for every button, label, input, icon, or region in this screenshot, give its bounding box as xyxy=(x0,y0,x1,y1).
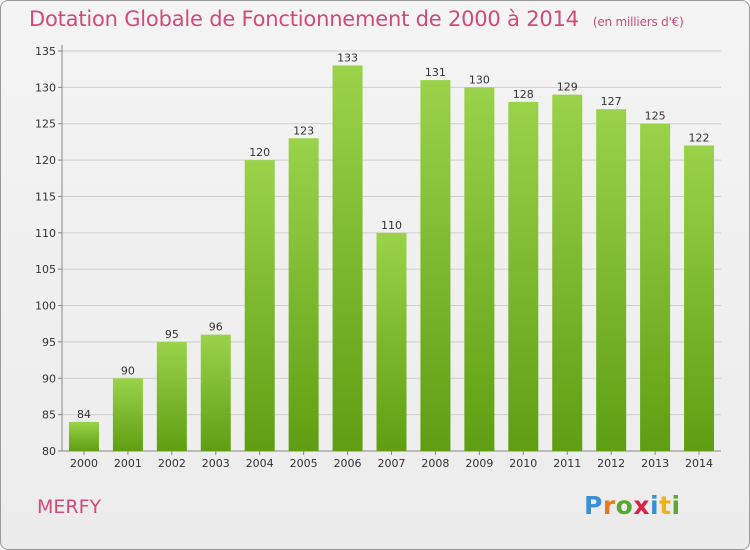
data-label: 130 xyxy=(469,73,490,86)
data-label: 95 xyxy=(165,328,179,341)
bar xyxy=(112,378,143,451)
x-tick-label: 2006 xyxy=(334,457,362,470)
bar xyxy=(552,94,583,452)
data-label: 122 xyxy=(689,132,710,145)
data-label: 90 xyxy=(121,364,135,377)
y-tick-label: 115 xyxy=(35,190,56,203)
data-label: 84 xyxy=(77,408,91,421)
x-tick-label: 2009 xyxy=(465,457,493,470)
x-tick-label: 2011 xyxy=(553,457,581,470)
bar xyxy=(596,109,627,451)
data-label: 96 xyxy=(209,321,223,334)
bar xyxy=(244,160,275,451)
bar xyxy=(288,138,319,452)
logo-letter: i xyxy=(650,491,660,520)
x-tick-label: 2007 xyxy=(378,457,406,470)
y-tick-label: 100 xyxy=(35,300,56,313)
bar xyxy=(68,421,99,451)
bar xyxy=(420,80,451,451)
data-label: 128 xyxy=(513,88,534,101)
y-tick-label: 105 xyxy=(35,263,56,276)
y-tick-label: 95 xyxy=(42,336,56,349)
bar xyxy=(640,123,671,452)
x-tick-label: 2010 xyxy=(509,457,537,470)
logo-letter: r xyxy=(602,491,616,520)
y-tick-label: 130 xyxy=(35,81,56,94)
logo-letter: x xyxy=(633,491,650,520)
logo-letter: o xyxy=(615,491,634,520)
bar xyxy=(464,87,495,451)
data-label: 133 xyxy=(337,52,358,65)
bar xyxy=(376,232,407,451)
logo-letter: i xyxy=(671,491,681,520)
logo-letter: t xyxy=(659,491,672,520)
x-tick-label: 2014 xyxy=(685,457,713,470)
x-tick-label: 2013 xyxy=(641,457,669,470)
unit-label: (en milliers d'€) xyxy=(592,15,684,29)
data-label: 129 xyxy=(557,81,578,94)
y-tick-label: 120 xyxy=(35,154,56,167)
bar xyxy=(332,65,363,451)
y-tick-label: 125 xyxy=(35,118,56,131)
data-label: 110 xyxy=(381,219,402,232)
bar xyxy=(200,334,231,451)
x-tick-label: 2005 xyxy=(290,457,318,470)
x-tick-label: 2012 xyxy=(597,457,625,470)
commune-name: MERFY xyxy=(37,496,102,518)
data-label: 123 xyxy=(293,124,314,137)
y-tick-label: 85 xyxy=(42,409,56,422)
bar xyxy=(508,101,539,451)
x-tick-label: 2002 xyxy=(158,457,186,470)
data-label: 125 xyxy=(645,110,666,123)
x-tick-label: 2004 xyxy=(246,457,274,470)
title-text: Dotation Globale de Fonctionnement de 20… xyxy=(29,7,579,31)
proxiti-logo: Proxiti xyxy=(584,491,681,520)
x-tick-label: 2000 xyxy=(70,457,98,470)
chart-title: Dotation Globale de Fonctionnement de 20… xyxy=(29,7,684,31)
bar xyxy=(684,145,715,451)
logo-letter: P xyxy=(584,491,603,520)
y-tick-label: 110 xyxy=(35,227,56,240)
y-tick-label: 135 xyxy=(35,45,56,58)
x-tick-label: 2008 xyxy=(421,457,449,470)
y-tick-label: 80 xyxy=(42,445,56,458)
x-tick-label: 2001 xyxy=(114,457,142,470)
data-label: 131 xyxy=(425,66,446,79)
data-label: 120 xyxy=(249,146,270,159)
x-tick-label: 2003 xyxy=(202,457,230,470)
y-tick-label: 90 xyxy=(42,372,56,385)
data-label: 127 xyxy=(601,95,622,108)
bar xyxy=(156,341,187,451)
